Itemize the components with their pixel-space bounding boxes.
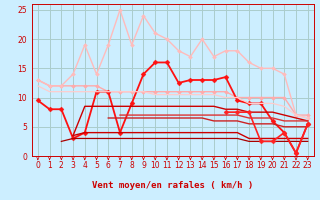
X-axis label: Vent moyen/en rafales ( km/h ): Vent moyen/en rafales ( km/h ): [92, 181, 253, 190]
